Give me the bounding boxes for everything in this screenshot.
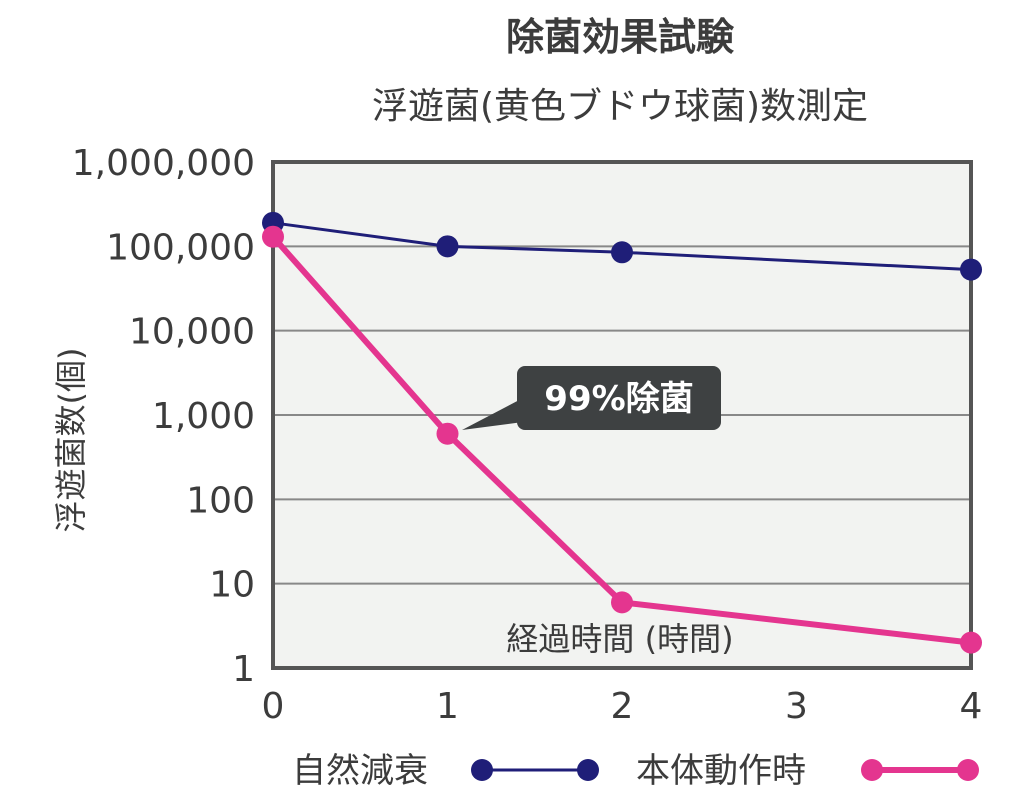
data-point	[960, 631, 982, 654]
legend-marker	[957, 759, 979, 781]
legend-item: 本体動作時	[636, 751, 979, 791]
x-tick-label: 1	[436, 686, 459, 727]
x-axis-label: 経過時間 (時間)	[506, 620, 733, 658]
callout-box	[517, 366, 721, 430]
callout-pointer	[462, 398, 523, 430]
legend-marker	[577, 759, 599, 781]
data-point	[262, 225, 284, 248]
x-tick-label: 2	[611, 686, 634, 727]
y-tick-labels: 1 10 100 1,000 10,000 100,000 1,000,000	[72, 143, 255, 690]
y-axis-label: 浮遊菌数(個)	[52, 348, 90, 533]
chart-title: 除菌効果試験	[506, 15, 735, 59]
x-tick-label: 3	[785, 686, 808, 727]
legend-item: 自然減衰	[292, 751, 599, 791]
series-line	[270, 234, 972, 646]
data-point	[436, 422, 459, 445]
series-line	[272, 221, 972, 272]
legend-label: 自然減衰	[292, 751, 428, 791]
data-point	[436, 235, 459, 258]
y-tick-label: 100	[186, 480, 255, 521]
y-tick-label: 1	[232, 649, 255, 690]
callout-text: 99%除菌	[544, 379, 693, 419]
annotation-callout: 99%除菌	[462, 366, 721, 430]
legend-marker	[471, 759, 493, 781]
y-tick-label: 1,000	[152, 396, 255, 437]
legend-label: 本体動作時	[636, 751, 806, 791]
y-tick-label: 1,000,000	[72, 143, 255, 184]
chart-subtitle: 浮遊菌(黄色ブドウ球菌)数測定	[372, 86, 868, 127]
y-tick-label: 100,000	[106, 227, 255, 268]
x-tick-labels: 0 1 2 3 4	[262, 686, 983, 727]
x-tick-label: 0	[262, 686, 285, 727]
plot-frame	[271, 160, 973, 670]
data-point	[611, 241, 633, 264]
y-tick-label: 10	[209, 565, 255, 606]
series-2	[262, 225, 982, 654]
x-tick-label: 4	[960, 686, 983, 727]
legend: 自然減衰 本体動作時	[292, 751, 979, 791]
data-point	[611, 591, 633, 614]
legend-marker	[861, 759, 883, 781]
series-1	[262, 211, 982, 281]
y-tick-label: 10,000	[129, 312, 255, 353]
data-point	[960, 258, 982, 281]
series	[262, 211, 982, 654]
